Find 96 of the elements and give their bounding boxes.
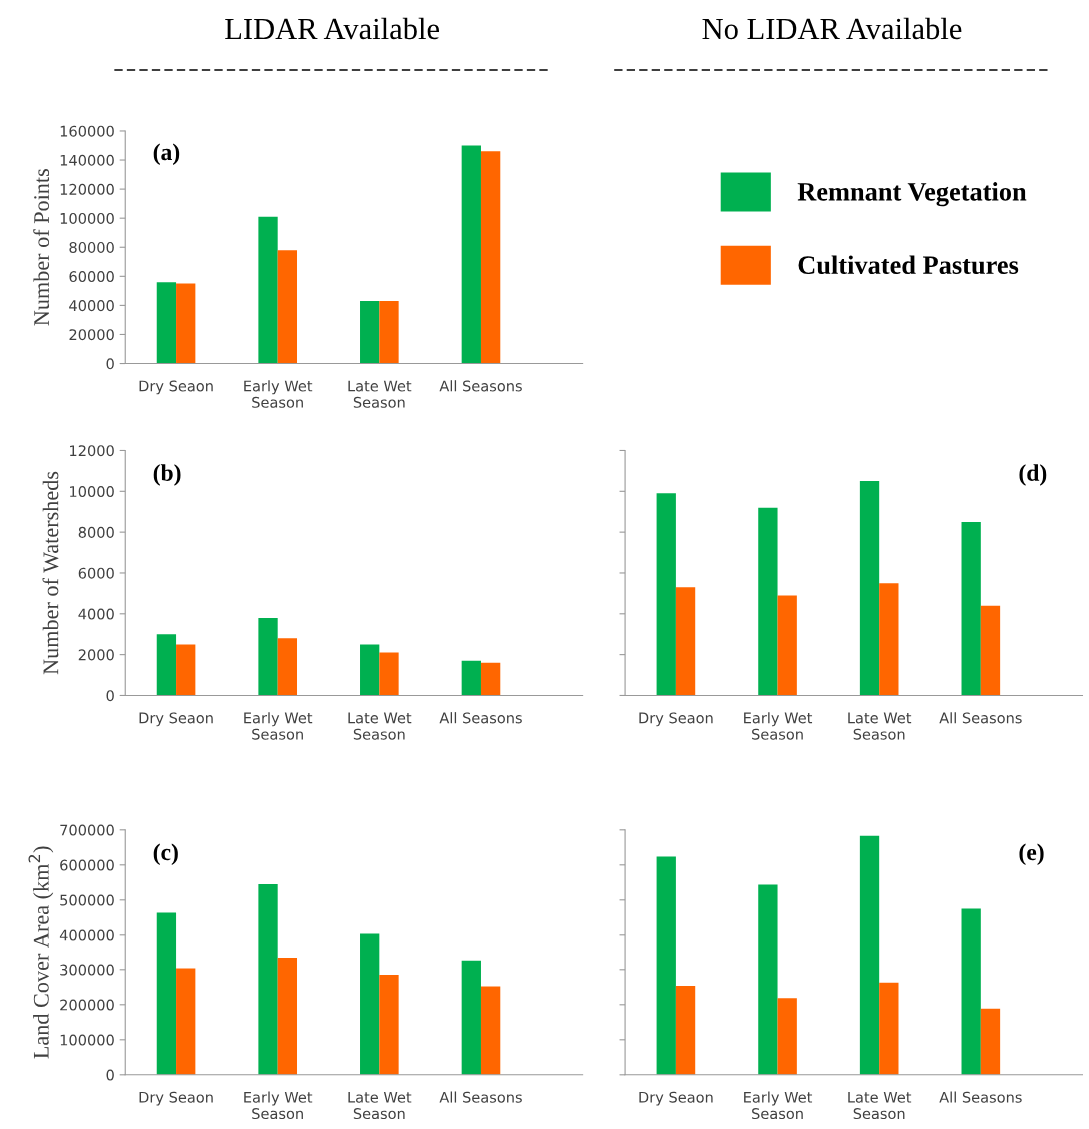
annotation: (d) <box>1019 464 1047 486</box>
annotation: (e) <box>1019 843 1044 866</box>
bar <box>879 982 899 1075</box>
y-tick-label: 2000 <box>78 649 114 661</box>
bar <box>980 605 1001 696</box>
bar <box>156 282 177 364</box>
y-tick-label: 200000 <box>60 999 114 1011</box>
bar <box>656 493 676 696</box>
bar <box>777 595 797 696</box>
bar <box>461 145 481 364</box>
x-tick-label: Late Wet Season <box>348 712 412 740</box>
bar <box>277 250 298 364</box>
bar <box>379 652 399 696</box>
y-axis-title: Number of Watersheds <box>42 471 59 675</box>
legend-label: Remnant Vegetation <box>797 182 1027 207</box>
bar <box>461 660 481 696</box>
bar <box>258 617 278 696</box>
y-tick-label: 0 <box>106 1069 114 1081</box>
bar <box>379 301 399 364</box>
y-tick-label: 20000 <box>69 329 114 341</box>
bar <box>879 583 899 696</box>
bar <box>360 301 380 364</box>
y-tick-label: 80000 <box>69 241 114 253</box>
x-tick-label: Dry Seaon <box>139 1091 213 1106</box>
x-tick-label: Early Wet Season <box>744 1091 813 1120</box>
bar <box>176 968 196 1075</box>
y-tick-label: 60000 <box>69 271 114 283</box>
y-tick-label: 10000 <box>70 486 114 498</box>
bar <box>156 912 177 1075</box>
bar <box>379 975 399 1075</box>
y-tick-label: 4000 <box>78 608 114 620</box>
bar <box>656 856 676 1075</box>
x-tick-label: Late Wet Season <box>848 1091 912 1120</box>
y-tick-label: 120000 <box>60 183 114 195</box>
x-tick-label: Late Wet Season <box>848 712 912 740</box>
bar <box>480 151 501 364</box>
x-tick-label: Early Wet Season <box>244 1091 313 1120</box>
x-tick-label: Late Wet Season <box>348 380 412 408</box>
bar <box>156 634 177 696</box>
y-tick-label: 8000 <box>78 526 114 538</box>
bar <box>277 638 298 696</box>
y-tick-label: 400000 <box>59 929 114 941</box>
y-tick-label: 100000 <box>60 1034 114 1046</box>
y-tick-label: 0 <box>106 358 114 370</box>
annotation: (b) <box>153 464 181 486</box>
bar <box>176 283 196 364</box>
y-axis-title: Number of Points <box>33 169 50 326</box>
bar <box>777 998 797 1075</box>
bar <box>258 216 278 364</box>
y-tick-label: 700000 <box>60 824 114 836</box>
y-tick-label: 6000 <box>78 567 114 579</box>
x-tick-label: Dry Seaon <box>639 1091 713 1106</box>
x-tick-label: Early Wet Season <box>244 380 313 408</box>
x-tick-label: Late Wet Season <box>348 1091 412 1120</box>
y-tick-label: 600000 <box>60 859 114 871</box>
x-tick-label: All Seasons <box>439 380 522 392</box>
bar <box>675 985 696 1075</box>
bar <box>758 507 778 696</box>
x-tick-label: Dry Seaon <box>139 712 213 727</box>
bar <box>859 481 880 696</box>
x-tick-label: All Seasons <box>939 1091 1022 1103</box>
bar <box>980 1008 1001 1075</box>
bar <box>277 957 298 1075</box>
annotation: (c) <box>153 843 178 866</box>
x-tick-label: Dry Seaon <box>639 712 713 727</box>
bar <box>675 587 696 696</box>
x-tick-label: All Seasons <box>939 712 1022 724</box>
y-tick-label: 140000 <box>60 154 114 166</box>
bar <box>961 521 981 696</box>
annotation: (a) <box>153 143 180 165</box>
bar <box>961 908 981 1075</box>
x-tick-label: All Seasons <box>439 712 522 724</box>
y-tick-label: 40000 <box>69 300 114 312</box>
bar <box>758 884 778 1075</box>
y-tick-label: 0 <box>106 690 114 702</box>
y-tick-label: 300000 <box>60 964 114 976</box>
bar <box>258 884 278 1075</box>
bar <box>480 662 501 696</box>
y-axis-title: Land Cover Area (km$^{2}$) <box>28 846 54 1059</box>
bar <box>360 644 380 696</box>
x-tick-label: Early Wet Season <box>744 712 813 740</box>
chart-title: No LIDAR Available <box>702 17 962 40</box>
bar <box>859 835 880 1075</box>
y-tick-label: 500000 <box>60 894 114 906</box>
y-tick-label: 100000 <box>60 212 114 224</box>
y-tick-label: 12000 <box>70 445 114 457</box>
chart-title: LIDAR Available <box>225 17 439 40</box>
bar <box>461 960 481 1075</box>
x-tick-label: Early Wet Season <box>244 712 313 740</box>
x-tick-label: All Seasons <box>439 1091 522 1103</box>
bar <box>176 644 196 696</box>
y-tick-label: 160000 <box>60 125 114 137</box>
legend-label: Cultivated Pastures <box>798 255 1019 275</box>
bar <box>480 986 501 1075</box>
x-tick-label: Dry Seaon <box>139 380 213 395</box>
bar <box>360 933 380 1075</box>
